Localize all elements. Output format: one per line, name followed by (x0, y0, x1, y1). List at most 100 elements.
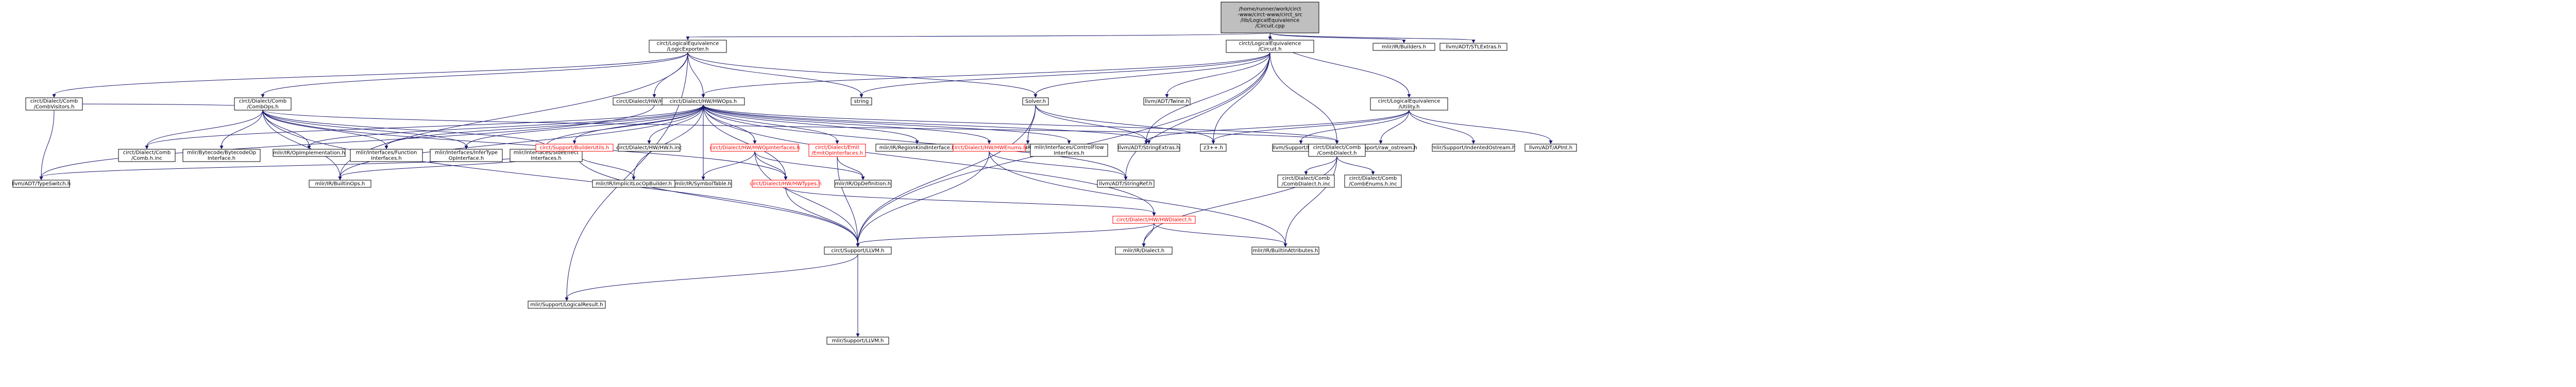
graph-node-label: circt/Dialect/HW/HWOps.h (670, 99, 737, 104)
graph-node-hwtypes[interactable]: circt/Dialect/HW/HWTypes.h (750, 180, 822, 188)
graph-node-string[interactable]: string (851, 97, 872, 105)
graph-edge-combops-to-sideeffect (262, 110, 547, 147)
graph-node-label: mlir/IR/SymbolTable.h (675, 181, 732, 187)
graph-node-stlextras[interactable]: llvm/ADT/STLExtras.h (1439, 43, 1507, 51)
graph-edge-arrowhead (384, 146, 388, 149)
graph-edge-arrowhead (1144, 140, 1148, 144)
graph-node-symboltable[interactable]: mlir/IR/SymbolTable.h (674, 180, 732, 188)
graph-node-label: mlir/Support/LogicalResult.h (530, 302, 603, 308)
graph-node-llvmh[interactable]: circt/Support/LLVM.h (824, 247, 892, 255)
graph-node-mlirllvm[interactable]: mlir/Support/LLVM.h (826, 337, 889, 345)
graph-node-box (309, 180, 371, 188)
graph-node-label: Interfaces.h (371, 156, 402, 162)
graph-node-box (1030, 144, 1108, 157)
graph-node-opdefinition[interactable]: mlir/IR/OpDefinition.h (834, 180, 892, 188)
graph-edge-hwops-to-hwdialect (703, 104, 1155, 214)
graph-node-box (273, 149, 346, 157)
graph-edge-arrowhead (859, 94, 863, 98)
graph-node-label: circt/Dialect/Comb (239, 99, 286, 104)
graph-edge-combops-to-llvmh (262, 110, 858, 244)
graph-edge-combops-to-opimpl (262, 110, 310, 147)
graph-edge-utility-to-indented (1409, 110, 1474, 142)
graph-node-emitopif[interactable]: circt/Dialect/Emit/EmitOpInterfaces.h (808, 144, 866, 157)
graph-edge-arrowhead (1283, 243, 1287, 247)
graph-node-label: llvm/ADT/TypeSwitch.h (12, 181, 71, 187)
graph-node-box (1221, 2, 1319, 33)
graph-node-label: Interface.h (208, 156, 235, 162)
graph-node-label: mlir/IR/MLIRContext.h (1000, 145, 1056, 151)
graph-node-box (1117, 144, 1180, 152)
graph-node-hwopif[interactable]: circt/Dialect/HW/HWOpInterfaces.h (709, 144, 800, 152)
graph-node-apint[interactable]: llvm/ADT/APInt.h (1524, 144, 1577, 152)
graph-node-builderutils[interactable]: circt/Support/BuilderUtils.h (535, 144, 614, 152)
graph-node-box (118, 149, 176, 162)
graph-edge-arrowhead (861, 177, 865, 180)
graph-node-box (1370, 97, 1448, 111)
graph-node-stringref[interactable]: llvm/ADT/StringRef.h (1097, 180, 1155, 188)
graph-edge-logicexp-to-logicalresult (566, 52, 688, 298)
graph-node-opimpl[interactable]: mlir/IR/OpImplementation.h (273, 149, 346, 157)
graph-node-combenumsinc[interactable]: circt/Dialect/Comb/CombEnums.h.inc (1344, 174, 1402, 188)
graph-edge-hwops-to-emitopif (703, 104, 838, 142)
graph-node-box (1432, 144, 1515, 152)
graph-node-box (674, 180, 732, 188)
graph-edge-arrowhead (856, 243, 860, 247)
graph-node-root[interactable]: /home/runner/work/circt-www/circt-www/ci… (1221, 2, 1319, 33)
graph-node-circuit[interactable]: circt/LogicalEquivalence/Circuit.h (1226, 40, 1314, 53)
graph-edge-circuit-to-hwops (703, 52, 1270, 95)
graph-node-builtinattr[interactable]: mlir/IR/BuiltinAttributes.h (1251, 247, 1319, 255)
graph-node-logicalresult[interactable]: mlir/Support/LogicalResult.h (528, 301, 606, 309)
graph-edge-hwenums-to-llvmh (857, 151, 990, 244)
graph-node-label: circt/Dialect/HW/HWDialect.h (1116, 217, 1192, 223)
graph-node-regionkind[interactable]: mlir/IR/RegionKindInterface.h (875, 144, 959, 152)
graph-edge-arrowhead (1549, 140, 1553, 144)
graph-edge-hwops-to-controlflow (703, 104, 1070, 142)
graph-node-hwdialect[interactable]: circt/Dialect/HW/HWDialect.h (1112, 216, 1196, 224)
graph-node-label: Interfaces.h (1054, 151, 1084, 156)
graph-edge-hwdialect-to-dialecth (1143, 223, 1155, 244)
graph-node-irbuilders[interactable]: mlir/IR/Builders.h (1372, 43, 1435, 51)
graph-node-label: /home/runner/work/circt (1239, 7, 1301, 12)
graph-node-combvisitors[interactable]: circt/Dialect/Comb/CombVisitors.h (25, 97, 83, 111)
graph-node-label: circt/Support/LLVM.h (832, 248, 885, 254)
graph-node-hwinc[interactable]: circt/Dialect/HW/HW.h.inc (616, 144, 682, 152)
graph-node-twine[interactable]: llvm/ADT/Twine.h (1143, 97, 1191, 105)
graph-edge-hwops-to-combdialect (703, 104, 1337, 142)
graph-node-implicitlocop[interactable]: mlir/IR/ImplicitLocOpBuilder.h (592, 180, 675, 188)
graph-node-stringext[interactable]: llvm/ADT/StringExtras.h (1117, 144, 1180, 152)
graph-node-indented[interactable]: mlir/Support/IndentedOstream.h (1432, 144, 1516, 152)
graph-node-box (1524, 144, 1577, 152)
graph-node-box (528, 301, 606, 309)
graph-edge-arrowhead (464, 146, 468, 149)
graph-node-typeswitch[interactable]: llvm/ADT/TypeSwitch.h (12, 180, 71, 188)
graph-node-utility[interactable]: circt/LogicalEquivalence/Utility.h (1370, 97, 1448, 111)
graph-edge-arrowhead (1299, 140, 1303, 144)
graph-node-label: circt/Dialect/Comb (1313, 145, 1361, 151)
graph-node-builtinops[interactable]: mlir/IR/BuiltinOps.h (309, 180, 371, 188)
graph-node-label: mlir/Interfaces/ControlFlow (1034, 145, 1104, 151)
graph-node-label: circt/Dialect/Comb (1349, 176, 1397, 182)
graph-edge-circuit-to-string (861, 52, 1270, 95)
graph-node-hwops[interactable]: circt/Dialect/HW/HWOps.h (662, 97, 745, 105)
graph-node-z3[interactable]: z3++.h (1200, 144, 1227, 152)
graph-node-hwenums[interactable]: circt/Dialect/HW/HWEnums.h (952, 144, 1027, 152)
graph-edge-arrowhead (219, 146, 224, 149)
graph-node-combops[interactable]: circt/Dialect/Comb/CombOps.h (234, 97, 292, 111)
graph-edge-logicexp-to-string (687, 52, 862, 95)
graph-node-combdialectinc[interactable]: circt/Dialect/Comb/CombDialect.h.inc (1277, 174, 1335, 188)
graph-node-label: circt/Dialect/Emit (815, 145, 859, 151)
graph-node-solver[interactable]: Solver.h (1022, 97, 1049, 105)
graph-node-label: circt/LogicalEquivalence (1378, 99, 1440, 104)
graph-node-dialecth[interactable]: mlir/IR/Dialect.h (1115, 247, 1173, 255)
graph-node-label: mlir/Interfaces/SideEffect (514, 150, 579, 156)
graph-node-combdialect[interactable]: circt/Dialect/Comb/CombDialect.h (1308, 144, 1366, 157)
graph-edge-utility-to-apint (1409, 110, 1551, 142)
graph-node-logicexp[interactable]: circt/LogicalEquivalence/LogicExporter.h (649, 40, 727, 53)
graph-edge-hwops-to-implicitlocop (633, 104, 704, 178)
graph-node-combinc[interactable]: circt/Dialect/Comb/Comb.h.inc (118, 149, 176, 162)
graph-node-label: mlir/IR/BuiltinAttributes.h (1253, 248, 1318, 254)
